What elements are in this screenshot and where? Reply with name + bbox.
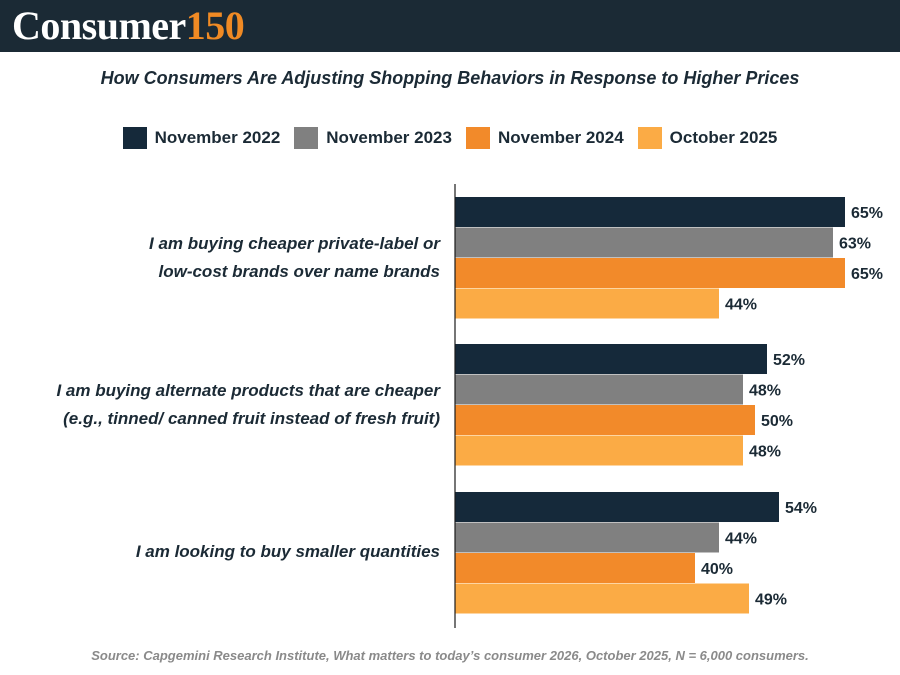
legend-label: November 2023 <box>326 128 452 147</box>
data-label: 40% <box>701 561 733 578</box>
data-label: 65% <box>851 266 883 283</box>
category-label-line: (e.g., tinned/ canned fruit instead of f… <box>63 409 440 428</box>
brand-logo: Consumer150 <box>12 2 245 50</box>
legend-swatch <box>637 127 662 149</box>
bar <box>455 227 833 258</box>
legend-swatch <box>294 127 319 149</box>
category-label: I am looking to buy smaller quantities <box>0 538 440 566</box>
legend-item: November 2023 <box>294 127 452 149</box>
category-label: I am buying cheaper private-label or low… <box>0 230 440 286</box>
bar <box>455 374 743 405</box>
data-label: 49% <box>755 592 787 609</box>
brand-word: Consumer <box>12 3 186 48</box>
data-label: 48% <box>749 383 781 400</box>
data-label: 44% <box>725 297 757 314</box>
legend-swatch <box>122 127 147 149</box>
bar <box>455 553 695 583</box>
data-label: 52% <box>773 352 805 369</box>
category-label-line: low-cost brands over name brands <box>158 262 440 281</box>
data-label: 44% <box>725 531 757 548</box>
bar <box>455 492 779 522</box>
bar <box>455 344 767 374</box>
header-bar: Consumer150 <box>0 0 900 52</box>
bar <box>455 522 719 553</box>
legend-item: November 2022 <box>122 127 281 149</box>
data-label: 48% <box>749 444 781 461</box>
data-label: 65% <box>851 205 883 222</box>
bar <box>455 288 719 319</box>
bar <box>455 197 845 227</box>
category-label: I am buying alternate products that are … <box>0 377 440 433</box>
data-label: 50% <box>761 413 793 430</box>
bar <box>455 405 755 435</box>
brand-number: 150 <box>185 3 245 48</box>
chart-title: How Consumers Are Adjusting Shopping Beh… <box>100 68 800 88</box>
legend-swatch <box>465 127 490 149</box>
legend-label: October 2025 <box>669 128 778 147</box>
data-label: 54% <box>785 500 817 517</box>
legend-label: November 2024 <box>497 128 624 147</box>
legend-item: November 2024 <box>465 127 624 149</box>
bar <box>455 435 743 466</box>
bar <box>455 583 749 614</box>
chart-legend: November 2022 November 2023 November 202… <box>0 127 900 149</box>
category-label-line: I am looking to buy smaller quantities <box>135 542 440 561</box>
data-label: 63% <box>839 236 871 253</box>
source-note: Source: Capgemini Research Institute, Wh… <box>91 648 809 663</box>
category-label-line: I am buying alternate products that are … <box>56 381 440 400</box>
category-label-line: I am buying cheaper private-label or <box>149 234 440 253</box>
legend-label: November 2022 <box>154 128 281 147</box>
bar <box>455 258 845 288</box>
legend-item: October 2025 <box>637 127 778 149</box>
